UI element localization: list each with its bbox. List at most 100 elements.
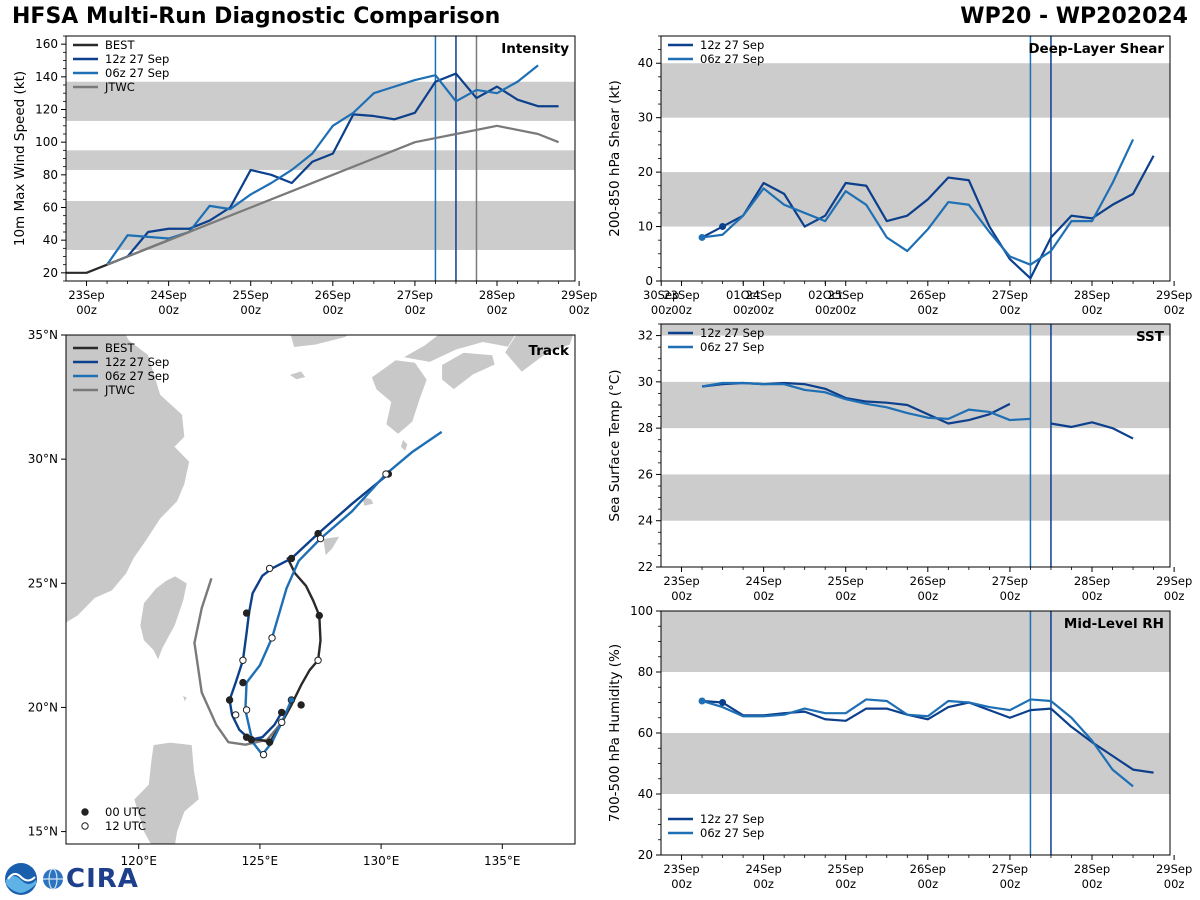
noaa-logo-icon: [5, 863, 37, 895]
axes-frame: [660, 35, 1171, 282]
x-tick-label-date: 27Sep: [397, 288, 433, 302]
panel-title: Mid-Level RH: [1064, 616, 1164, 632]
series-start-point: [719, 699, 727, 706]
track-marker-00utc: [287, 554, 296, 563]
x-tick-label-date: 23Sep: [663, 862, 699, 876]
cira-logo-text: CIRA: [66, 864, 139, 894]
map-frame: [65, 334, 576, 845]
legend-label: BEST: [105, 341, 135, 355]
x-tick-label-hour: 00z: [76, 303, 97, 317]
track-marker-00utc: [225, 696, 234, 704]
legend-label: 06z 27 Sep: [700, 826, 764, 840]
track-line-jtwc: [193, 577, 293, 746]
panel-title: Deep-Layer Shear: [1028, 41, 1164, 57]
panel-title: SST: [1136, 329, 1165, 345]
x-tick-label-date: 25Sep: [828, 288, 864, 302]
track-marker-00utc: [265, 738, 274, 746]
track-marker-12utc: [268, 634, 276, 642]
map-area: [66, 335, 574, 888]
x-tick-label-hour: 00z: [733, 303, 754, 317]
x-tick-label-hour: 00z: [569, 303, 590, 317]
track-marker-00utc: [315, 611, 323, 620]
lat-tick-label: 30°N: [28, 452, 58, 466]
legend-label: 06z 27 Sep: [700, 340, 764, 354]
x-tick-label-date: 24Sep: [745, 288, 781, 302]
land-jeju: [288, 370, 307, 381]
track-line-run06: [244, 430, 443, 756]
x-tick-label-hour: 00z: [1164, 877, 1185, 891]
sst-panel: 22242628303223Sep00z24Sep00z25Sep00z26Se…: [607, 323, 1192, 603]
shaded-band-0: [661, 474, 1170, 521]
x-tick-label-hour: 00z: [1164, 303, 1185, 317]
marker-legend-label: 12 UTC: [105, 819, 146, 833]
land-luzon: [133, 741, 200, 844]
x-tick-label-date: 29Sep: [1156, 574, 1192, 588]
series-line-run06: [701, 138, 1135, 266]
series-line-run12: [1050, 421, 1134, 440]
x-tick-label-hour: 00z: [487, 303, 508, 317]
y-tick-label: 80: [43, 168, 58, 182]
shaded-band-1: [661, 63, 1170, 118]
marker-legend-swatch: [81, 808, 89, 816]
land-honshu-east: [504, 335, 574, 373]
y-tick-label: 60: [43, 201, 58, 215]
y-tick-label: 20: [43, 266, 58, 280]
x-tick-label-hour: 00z: [753, 589, 774, 603]
land-taiwan: [139, 575, 188, 662]
legend-label: JTWC: [104, 80, 135, 94]
y-tick-label: 32: [638, 329, 653, 343]
x-tick-label-date: 27Sep: [992, 862, 1028, 876]
y-tick-label: 40: [638, 56, 653, 70]
legend-label: 12z 27 Sep: [105, 355, 169, 369]
x-tick-label-hour: 00z: [917, 303, 938, 317]
track-marker-12utc: [259, 750, 268, 759]
x-tick-label-hour: 00z: [158, 303, 179, 317]
storm-id-title: WP20 - WP202024: [960, 4, 1188, 29]
shaded-band-0: [661, 733, 1170, 794]
track-marker-00utc: [242, 609, 251, 617]
track-line-run12: [228, 473, 390, 741]
y-axis-label: Sea Surface Temp (°C): [607, 369, 623, 521]
track-line-best: [246, 557, 322, 744]
series-start-point: [698, 233, 706, 241]
lon-tick-label: 135°E: [484, 854, 521, 868]
series-line-run06: [701, 381, 1031, 422]
x-tick-label-hour: 00z: [753, 877, 774, 891]
x-tick-label-date: 26Sep: [910, 574, 946, 588]
y-tick-label: 20: [638, 165, 653, 179]
land-tanegashima: [400, 438, 409, 453]
x-tick-label-date: 24Sep: [745, 574, 781, 588]
shaded-band-2: [661, 324, 1170, 336]
legend-label: 06z 27 Sep: [105, 66, 169, 80]
lon-tick-label: 120°E: [120, 854, 157, 868]
y-tick-label: 10: [638, 220, 653, 234]
lat-tick-label: 15°N: [28, 825, 58, 839]
series-line-run12: [701, 699, 1154, 774]
track-marker-12utc: [265, 564, 274, 573]
marker-legend-label: 00 UTC: [105, 805, 146, 819]
lon-tick-label: 130°E: [363, 854, 400, 868]
x-tick-label-hour: 00z: [917, 589, 938, 603]
shaded-band-1: [661, 381, 1170, 429]
x-tick-label-date: 27Sep: [992, 574, 1028, 588]
y-tick-label: 120: [35, 103, 58, 117]
series-line-run12: [106, 72, 559, 266]
track-marker-12utc: [382, 470, 390, 478]
y-tick-label: 100: [35, 135, 58, 149]
y-tick-label: 80: [638, 665, 653, 679]
x-tick-label-hour: 00z: [1082, 589, 1103, 603]
y-axis-label: 200-850 hPa Shear (kt): [607, 80, 623, 237]
y-tick-label: 20: [638, 848, 653, 862]
track-marker-00utc: [247, 736, 256, 744]
y-tick-label: 160: [35, 37, 58, 51]
series-start-point: [719, 223, 727, 231]
lat-tick-label: 20°N: [28, 700, 58, 714]
x-tick-label-date: 23Sep: [68, 288, 104, 302]
x-tick-label-hour: 00z: [1082, 877, 1103, 891]
x-tick-label-date: 29Sep: [561, 288, 597, 302]
land-luzon-south: [163, 846, 241, 888]
x-tick-label-date: 26Sep: [315, 288, 351, 302]
axes-frame: [65, 35, 576, 282]
shaded-band-0: [66, 200, 575, 250]
x-tick-label-date: 28Sep: [1074, 862, 1110, 876]
